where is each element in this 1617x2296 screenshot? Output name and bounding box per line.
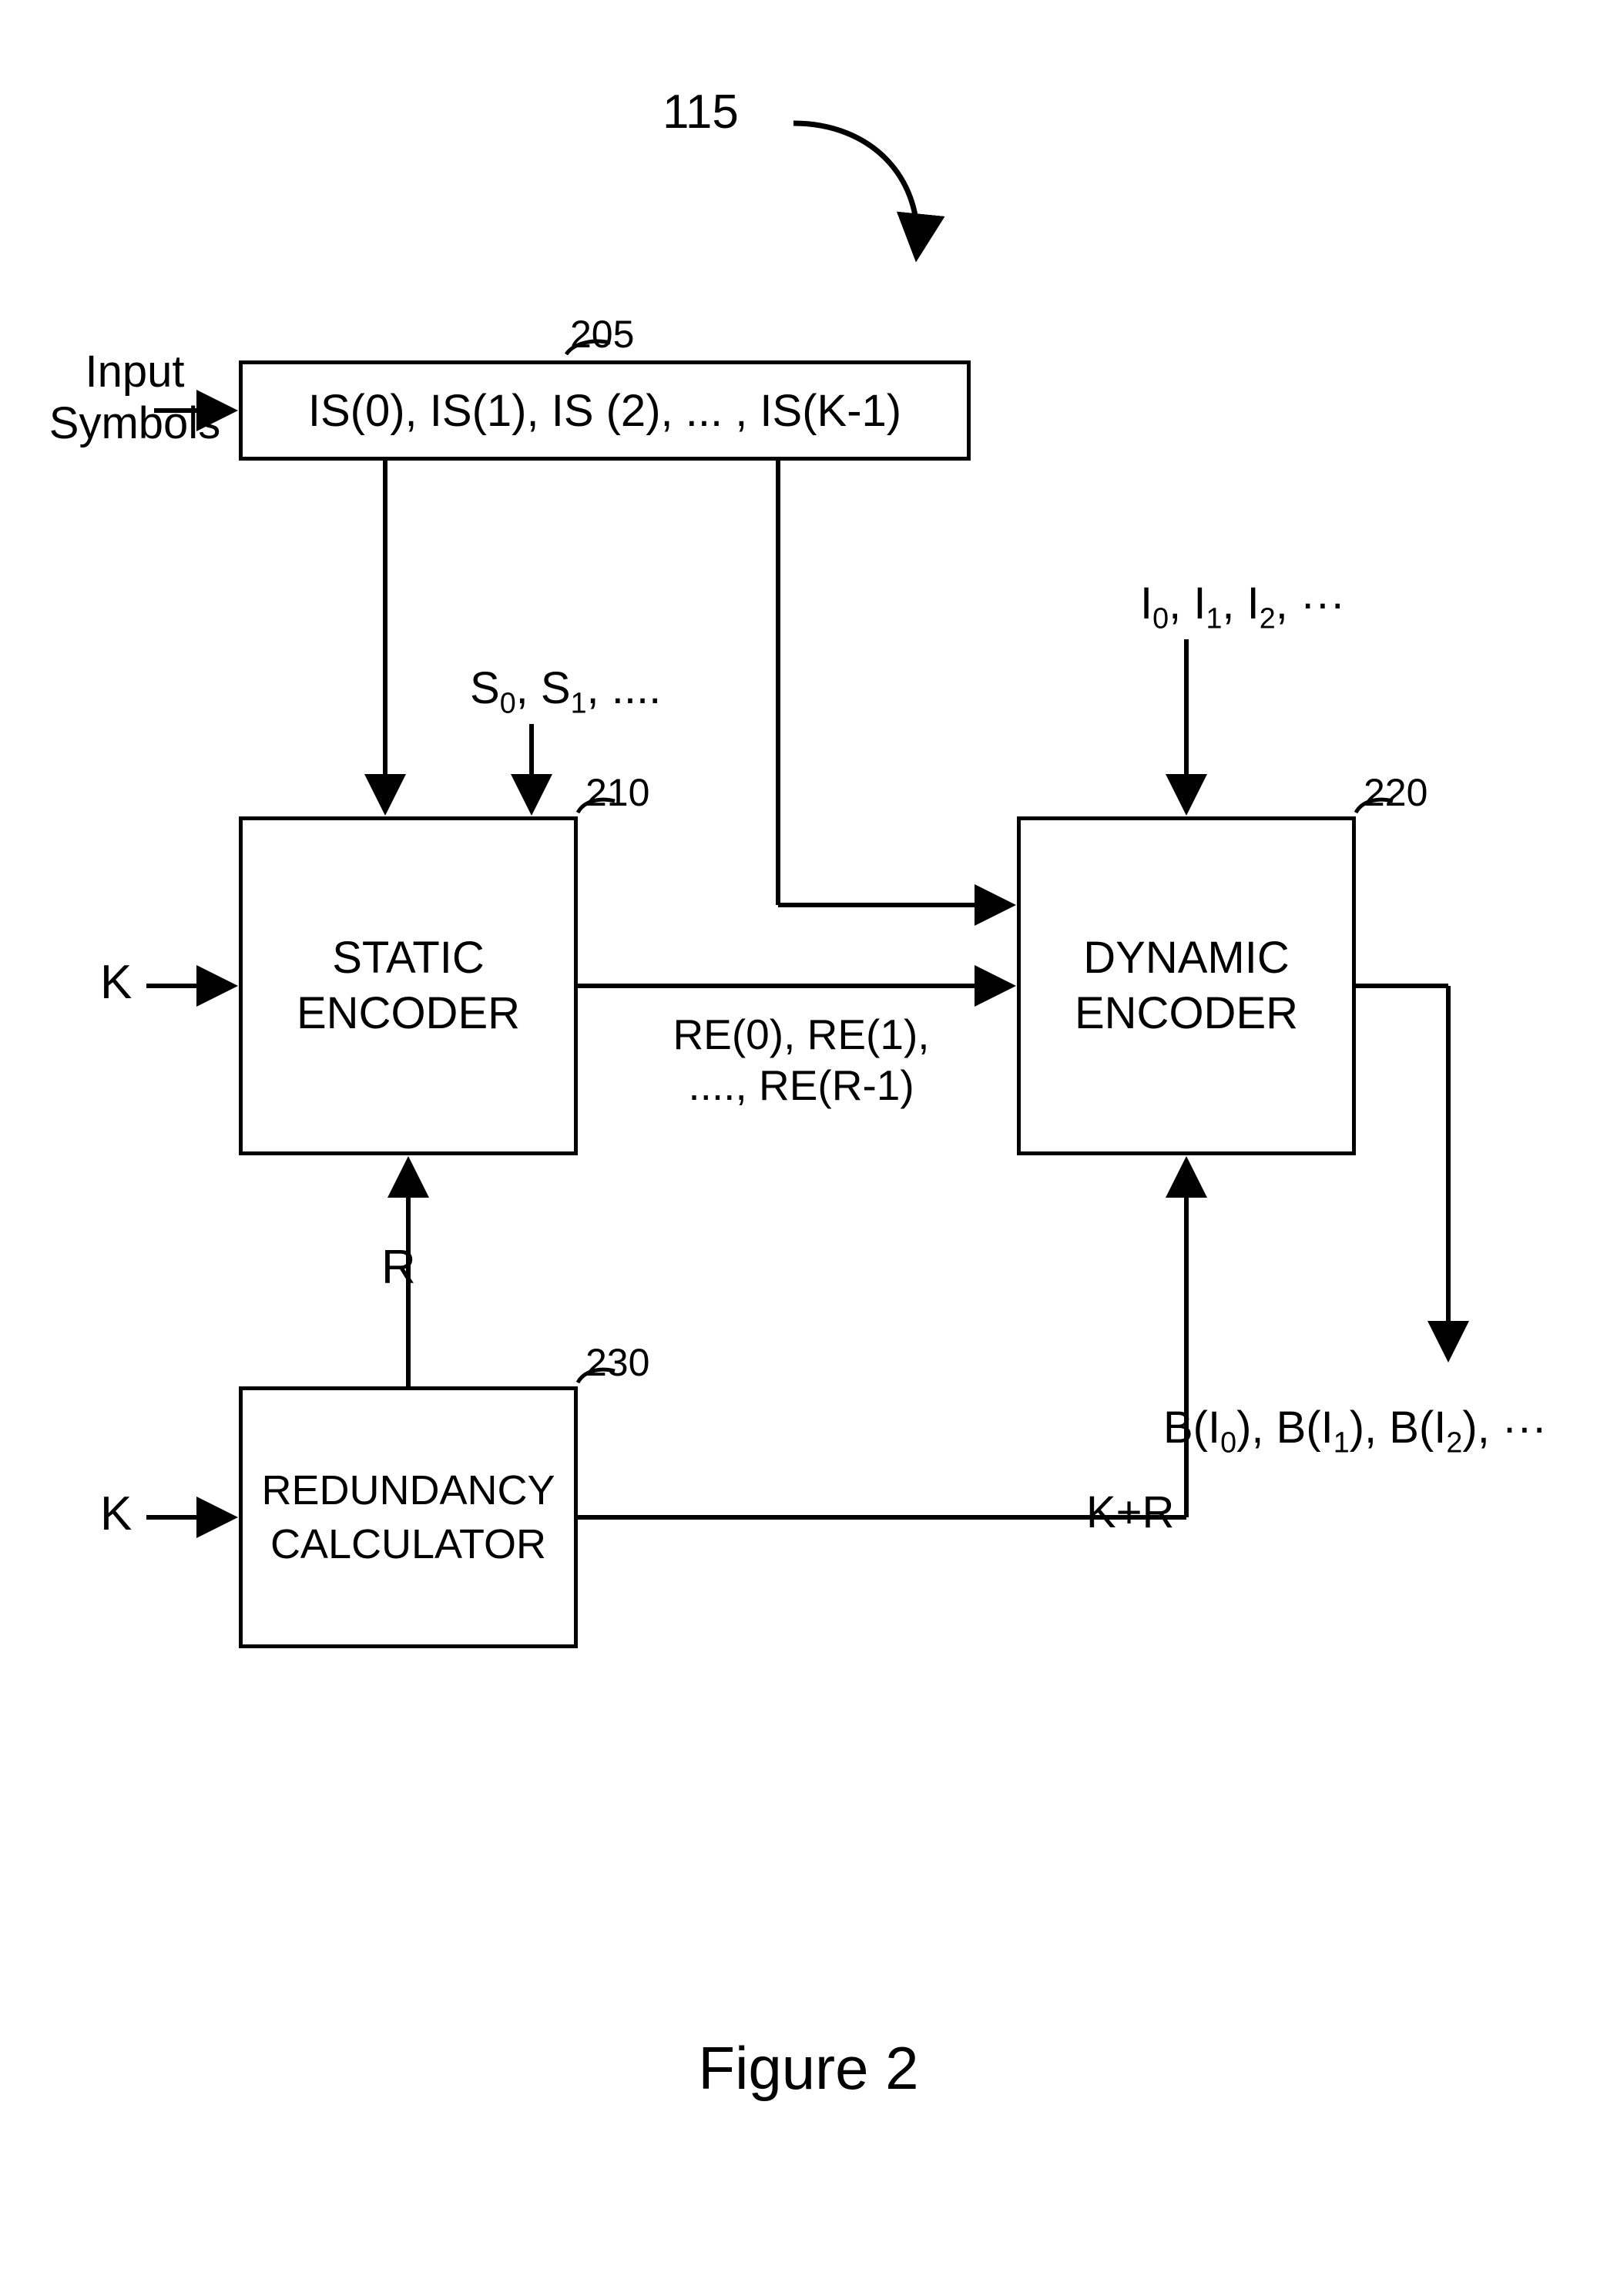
ref-input-buffer: 205 <box>570 312 634 357</box>
node-dynamic-encoder: DYNAMIC ENCODER <box>1017 816 1356 1155</box>
label-k-static: K <box>100 955 132 1010</box>
diagram-stage: 115 Input Symbols IS(0), IS(1), IS (2), … <box>0 0 1617 2296</box>
label-input-symbols: Input Symbols <box>42 347 227 449</box>
label-kr: K+R <box>1086 1487 1174 1538</box>
label-s-seq: S0, S1, .... <box>470 662 661 720</box>
label-r: R <box>381 1240 416 1295</box>
ref-dynamic-encoder: 220 <box>1364 770 1427 815</box>
label-i-seq: I0, I1, I2, ··· <box>1140 578 1345 635</box>
figure-number: 115 <box>663 85 739 139</box>
ref-redundancy-calc: 230 <box>585 1340 649 1385</box>
node-input-buffer-text: IS(0), IS(1), IS (2), ... , IS(K-1) <box>308 385 901 437</box>
label-re-seq: RE(0), RE(1), ...., RE(R-1) <box>632 1009 971 1111</box>
node-dynamic-encoder-text: DYNAMIC ENCODER <box>1075 930 1298 1042</box>
node-static-encoder: STATIC ENCODER <box>239 816 578 1155</box>
node-input-buffer: IS(0), IS(1), IS (2), ... , IS(K-1) <box>239 360 971 461</box>
figure-caption: Figure 2 <box>0 2033 1617 2103</box>
ref-static-encoder: 210 <box>585 770 649 815</box>
node-redundancy-calc-text: REDUNDANCY CALCULATOR <box>261 1463 555 1571</box>
label-k-redundancy: K <box>100 1487 132 1541</box>
label-b-seq: B(I0), B(I1), B(I2), ··· <box>1163 1402 1547 1460</box>
node-static-encoder-text: STATIC ENCODER <box>297 930 520 1042</box>
node-redundancy-calc: REDUNDANCY CALCULATOR <box>239 1386 578 1648</box>
